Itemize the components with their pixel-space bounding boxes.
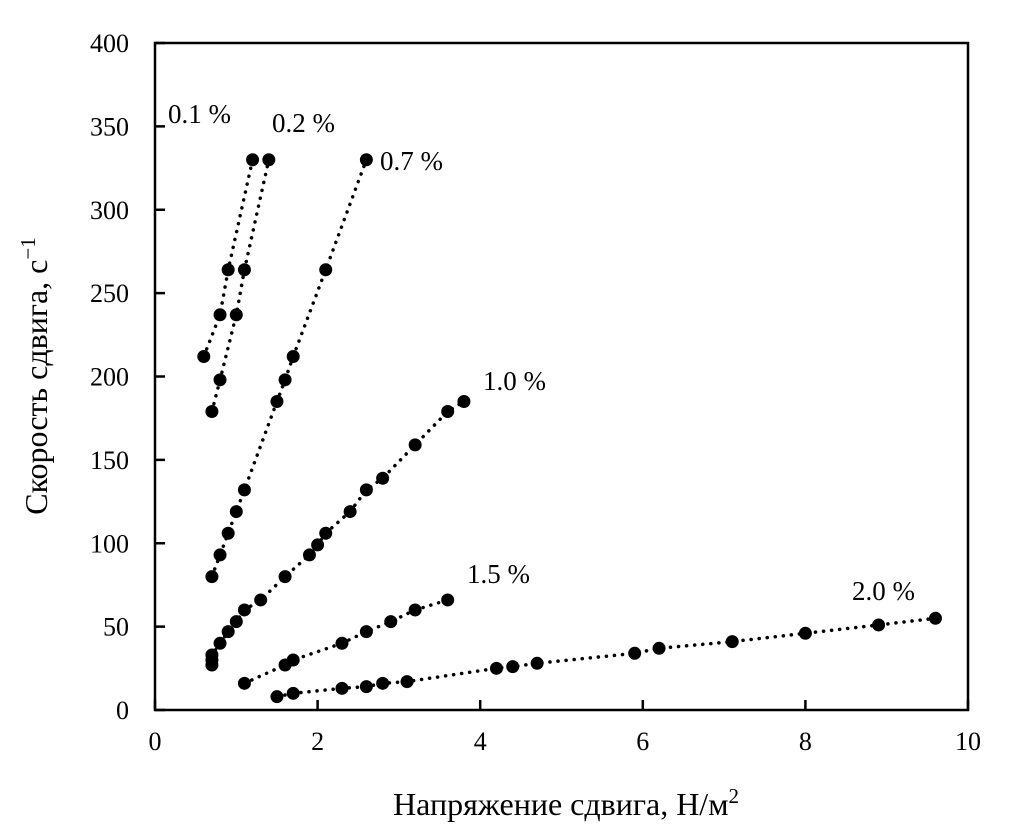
series-label: 0.1 % — [168, 99, 231, 129]
data-point — [302, 548, 316, 562]
data-point — [384, 615, 398, 629]
series-20: 2.0 % — [270, 576, 942, 704]
x-tick-label: 6 — [636, 727, 649, 756]
data-point — [489, 661, 503, 675]
x-axis-title: Напряжение сдвига, Н/м2 — [393, 784, 739, 822]
data-point — [229, 308, 243, 322]
plot-frame — [153, 41, 970, 712]
x-tick-label: 2 — [311, 727, 324, 756]
y-tick-label: 300 — [90, 196, 129, 225]
data-point — [359, 680, 373, 694]
data-point — [359, 625, 373, 639]
data-point — [376, 471, 390, 485]
data-point — [286, 349, 300, 363]
x-tick-label: 8 — [799, 727, 812, 756]
trend-line — [202, 157, 255, 359]
data-point — [628, 646, 642, 660]
x-tick-label: 0 — [149, 727, 162, 756]
data-point — [359, 153, 373, 167]
trend-line — [275, 616, 938, 699]
series-10: 1.0 % — [205, 366, 546, 672]
data-point — [221, 263, 235, 277]
data-point — [270, 395, 284, 409]
data-point — [286, 653, 300, 667]
data-point — [928, 611, 942, 625]
data-point — [278, 570, 292, 584]
data-point — [441, 593, 455, 607]
y-tick-label: 200 — [90, 363, 129, 392]
data-point — [205, 405, 219, 419]
y-tick-label: 350 — [90, 112, 129, 141]
y-tick-label: 0 — [116, 696, 129, 725]
data-point — [335, 636, 349, 650]
data-point — [237, 603, 251, 617]
data-point — [408, 603, 422, 617]
data-point — [872, 618, 886, 632]
data-point — [286, 686, 300, 700]
data-point — [725, 635, 739, 649]
series-15: 1.5 % — [237, 559, 530, 690]
data-point — [319, 263, 333, 277]
data-point — [798, 626, 812, 640]
data-point — [457, 395, 471, 409]
data-point — [213, 373, 227, 387]
data-point — [213, 636, 227, 650]
data-point — [221, 526, 235, 540]
y-tick-label: 150 — [90, 446, 129, 475]
data-point — [205, 570, 219, 584]
y-axis-title: Скорость сдвига, с−1 — [16, 237, 54, 514]
series-02: 0.2 % — [205, 108, 335, 419]
data-point — [197, 349, 211, 363]
data-point — [213, 308, 227, 322]
data-point — [221, 625, 235, 639]
series-07: 0.7 % — [205, 146, 443, 584]
data-point — [213, 548, 227, 562]
data-point — [237, 483, 251, 497]
data-point — [408, 438, 422, 452]
y-tick-label: 50 — [103, 613, 129, 642]
y-tick-label: 250 — [90, 279, 129, 308]
data-point — [205, 648, 219, 662]
y-tick-label: 400 — [90, 29, 129, 58]
data-point — [262, 153, 276, 167]
trend-line — [210, 399, 466, 667]
data-point — [229, 505, 243, 519]
data-point — [278, 373, 292, 387]
x-tick-label: 10 — [955, 727, 981, 756]
data-point — [400, 675, 414, 689]
data-point — [506, 660, 520, 674]
data-point — [254, 593, 268, 607]
data-point — [652, 641, 666, 655]
data-point — [530, 656, 544, 670]
data-point — [359, 483, 373, 497]
data-point — [319, 526, 333, 540]
data-point — [237, 263, 251, 277]
series-label: 1.5 % — [467, 559, 530, 589]
data-point — [441, 405, 455, 419]
data-point — [270, 690, 284, 704]
data-point — [311, 538, 325, 552]
data-point — [246, 153, 260, 167]
series-label: 0.2 % — [272, 108, 335, 138]
data-point — [376, 676, 390, 690]
data-point — [343, 505, 357, 519]
x-tick-label: 4 — [474, 727, 487, 756]
series-label: 0.7 % — [380, 146, 443, 176]
data-point — [229, 615, 243, 629]
data-point — [237, 676, 251, 690]
series-01: 0.1 % — [168, 99, 260, 363]
y-tick-label: 100 — [90, 529, 129, 558]
series-label: 1.0 % — [483, 366, 546, 396]
plot-area: 0.1 % 0.2 % 0.7 % 1.0 % 1.5 % 2.0 % — [168, 99, 942, 704]
series-label: 2.0 % — [852, 576, 915, 606]
data-point — [335, 681, 349, 695]
